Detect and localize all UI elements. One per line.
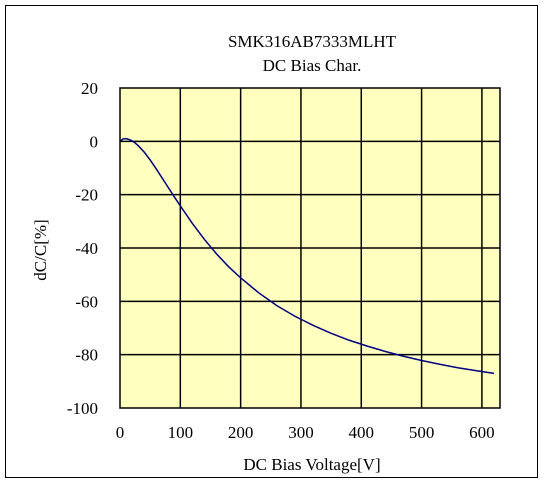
plot-border [119, 87, 501, 409]
x-tick-label: 300 [288, 423, 314, 442]
y-tick-label: -20 [75, 186, 98, 205]
y-tick-label: -100 [67, 399, 98, 418]
chart-title: SMK316AB7333MLHT [228, 32, 397, 51]
chart-subtitle: DC Bias Char. [263, 56, 362, 75]
x-tick-label: 400 [349, 423, 375, 442]
x-tick-label: 0 [116, 423, 125, 442]
y-tick-label: 0 [90, 132, 99, 151]
grid [120, 88, 500, 408]
x-tick-label: 500 [409, 423, 435, 442]
x-tick-label: 100 [168, 423, 194, 442]
x-tick-label: 600 [469, 423, 495, 442]
y-axis-label: dC/C[%] [31, 219, 50, 280]
series-line [119, 137, 495, 375]
y-tick-label: -40 [75, 239, 98, 258]
y-tick-label: -60 [75, 292, 98, 311]
y-tick-label: -80 [75, 346, 98, 365]
x-tick-label: 200 [228, 423, 254, 442]
y-tick-label: 20 [81, 79, 98, 98]
x-axis-label: DC Bias Voltage[V] [243, 455, 380, 474]
